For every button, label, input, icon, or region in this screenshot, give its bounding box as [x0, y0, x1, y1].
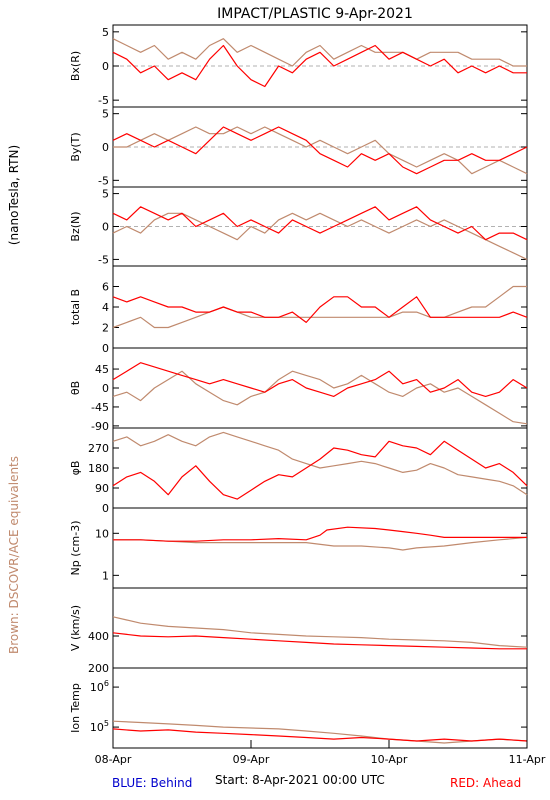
y-tick-label-bz: 0 — [102, 221, 109, 234]
y-tick-label-phi: 90 — [95, 482, 109, 495]
panel-temp: 105 106 Ion Temp — [69, 667, 528, 749]
x-tick-label: 10-Apr — [371, 753, 408, 766]
panel-bz: -5 0 5 Bz(N) — [69, 186, 528, 267]
series-red-temp — [112, 728, 528, 742]
footer-start-label: Start: 8-Apr-2021 00:00 UTC — [215, 773, 385, 787]
y-axis-label-bt: total B — [69, 289, 82, 325]
y-tick-label-by: 5 — [102, 108, 109, 121]
series-red-phi — [112, 440, 528, 500]
y-tick-label-temp: 105 — [90, 719, 109, 734]
series-brown-phi — [112, 431, 528, 496]
y-tick-label-bx: -5 — [98, 94, 109, 107]
y-axis-label-temp: Ion Temp — [69, 683, 82, 733]
series-red-bz — [112, 206, 528, 241]
y-tick-label-bt: 2 — [102, 322, 109, 335]
y-tick-label-bx: 0 — [102, 60, 109, 73]
series-brown-temp — [112, 720, 528, 744]
series-red-bt — [112, 296, 528, 323]
y-tick-label-bz: 5 — [102, 188, 109, 201]
series-red-by — [112, 126, 528, 175]
panel-by: -5 0 5 By(T) — [69, 106, 528, 188]
y-axis-label-theta: θB — [69, 381, 82, 395]
y-tick-label-phi: 180 — [88, 462, 109, 475]
footer-red-label: RED: Ahead — [450, 776, 521, 790]
panel-np: 1 10 Np (cm-3) — [69, 507, 528, 589]
footer-blue-label: BLUE: Behind — [112, 776, 192, 790]
y-axis-label-phi: φB — [69, 461, 82, 476]
y-tick-label-np: 1 — [102, 569, 109, 582]
series-brown-v — [112, 616, 528, 648]
panel-frame-v — [112, 587, 528, 669]
panel-bt: 0 2 4 6 total B — [69, 265, 528, 355]
panel-frame-theta — [112, 347, 528, 429]
panel-frame-temp — [112, 667, 528, 749]
y-tick-label-bt: 6 — [102, 281, 109, 294]
series-red-theta — [112, 362, 528, 397]
y-tick-label-bx: 5 — [102, 26, 109, 39]
y-tick-label-bt: 4 — [102, 301, 109, 314]
y-tick-label-v: 200 — [88, 662, 109, 675]
units-label: (nanoTesla, RTN) — [7, 145, 21, 245]
panel-theta: -90 -45 0 45 θB — [69, 347, 528, 433]
y-axis-label-np: Np (cm-3) — [69, 520, 82, 575]
y-axis-label-by: By(T) — [69, 132, 82, 161]
chart-title: IMPACT/PLASTIC 9-Apr-2021 — [217, 6, 413, 22]
series-brown-bt — [112, 285, 527, 329]
y-tick-label-bz: -5 — [98, 253, 109, 266]
y-tick-label-np: 10 — [95, 527, 109, 540]
y-axis-label-bx: Bx(R) — [69, 51, 82, 81]
y-tick-label-temp: 106 — [90, 679, 109, 694]
panel-v: 200 400 V (km/s) — [69, 587, 528, 675]
series-brown-bx — [112, 38, 527, 67]
y-tick-label-phi: 0 — [102, 502, 109, 515]
series-brown-np — [113, 536, 528, 551]
x-axis: 08-Apr 09-Apr 10-Apr 11-Apr — [95, 740, 546, 766]
series-brown-by — [113, 126, 528, 175]
panel-frame-np — [112, 507, 528, 589]
panels-group: -5 0 5 Bx(R) -5 0 5 By(T) -5 0 5 Bz(N) 0 2 4 6 total B -9… — [69, 24, 528, 749]
y-tick-label-theta: 0 — [102, 382, 109, 395]
y-tick-label-theta: -45 — [91, 401, 109, 414]
x-tick-label: 11-Apr — [509, 753, 546, 766]
panel-phi: 0 90 180 270 φB — [69, 427, 528, 515]
y-tick-label-theta: -90 — [91, 420, 109, 433]
series-red-bx — [112, 44, 527, 88]
series-brown-theta — [112, 370, 528, 425]
brown-note-label: Brown: DSCOVR/ACE equivalents — [7, 456, 21, 654]
series-brown-bz — [112, 212, 528, 260]
series-red-v — [112, 632, 527, 650]
y-axis-label-v: V (km/s) — [69, 605, 82, 651]
panel-bx: -5 0 5 Bx(R) — [69, 24, 528, 108]
y-tick-label-theta: 45 — [95, 363, 109, 376]
y-tick-label-phi: 270 — [88, 442, 109, 455]
x-tick-label: 09-Apr — [233, 753, 270, 766]
y-tick-label-by: -5 — [98, 174, 109, 187]
y-tick-label-bt: 0 — [102, 342, 109, 355]
y-tick-label-by: 0 — [102, 141, 109, 154]
x-tick-label: 08-Apr — [95, 753, 132, 766]
y-tick-label-v: 400 — [88, 630, 109, 643]
y-axis-label-bz: Bz(N) — [69, 211, 82, 241]
series-red-np — [113, 526, 527, 542]
